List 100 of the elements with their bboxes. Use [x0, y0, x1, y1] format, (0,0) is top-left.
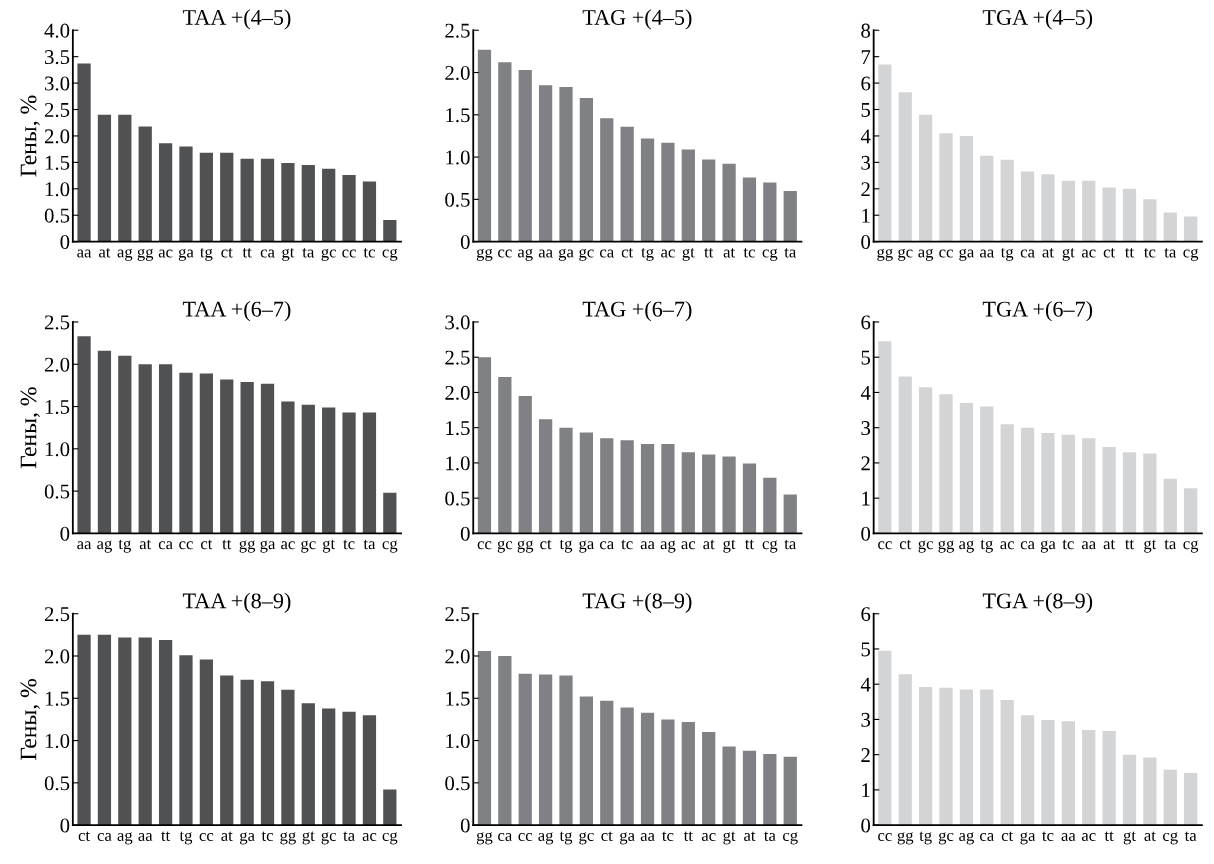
- x-tick-label: gt: [723, 831, 736, 845]
- x-tick-label: tg: [1000, 247, 1014, 261]
- x-tick-label: ct: [78, 831, 90, 842]
- bar: [199, 152, 213, 242]
- x-tick-label: tt: [1104, 831, 1114, 842]
- y-tick-label: 4: [860, 677, 871, 692]
- y-tick-label: 2: [861, 182, 870, 197]
- bar: [898, 674, 912, 826]
- x-tick-label: tc: [662, 831, 674, 842]
- x-tick-label: gc: [579, 832, 594, 845]
- bar: [1041, 174, 1055, 242]
- bar: [1143, 199, 1157, 242]
- y-tick-label: 0: [861, 235, 871, 250]
- bar: [498, 62, 512, 242]
- y-tick-label: 1.0: [446, 733, 470, 749]
- y-tick-label: 5: [861, 642, 871, 657]
- y-tick-label: 1.5: [446, 108, 470, 123]
- y-tick-label: 0: [460, 526, 470, 541]
- x-tick-label: ct: [540, 539, 552, 550]
- x-tick-label: tc: [743, 247, 755, 258]
- bar: [158, 143, 173, 242]
- x-tick-label: tc: [261, 831, 274, 842]
- bar: [1143, 757, 1157, 826]
- bar: [538, 85, 553, 242]
- bar: [179, 372, 193, 534]
- bar: [383, 789, 397, 826]
- y-tick-label: 0: [60, 818, 70, 833]
- x-tick-label: ac: [1081, 249, 1096, 258]
- bar: [1143, 453, 1157, 534]
- x-tick-label: gg: [517, 540, 534, 553]
- bar: [362, 412, 377, 534]
- x-tick-label: aa: [979, 249, 994, 258]
- bar: [1102, 731, 1116, 826]
- x-tick-label: ta: [1184, 831, 1197, 842]
- bar: [878, 341, 892, 534]
- x-tick-label: tt: [222, 539, 232, 550]
- y-tick-label: 1: [862, 491, 870, 506]
- x-tick-label: cc: [878, 541, 892, 550]
- x-tick-label: tg: [200, 247, 213, 261]
- bar: [538, 674, 553, 826]
- y-tick-label: 2.0: [445, 385, 470, 400]
- bar: [980, 406, 994, 534]
- bar: [939, 687, 953, 826]
- bar: [579, 432, 594, 534]
- x-tick-label: at: [744, 831, 756, 842]
- x-tick-label: gc: [321, 832, 337, 845]
- x-tick-label: gg: [476, 832, 493, 845]
- bar: [1163, 478, 1177, 534]
- bar: [77, 634, 91, 826]
- x-tick-label: ca: [158, 541, 173, 550]
- x-tick-label: cc: [199, 833, 214, 842]
- x-tick-label: ac: [362, 833, 377, 842]
- bar: [1122, 188, 1137, 242]
- x-tick-label: ta: [784, 247, 797, 258]
- bar: [301, 703, 315, 826]
- bar: [1122, 452, 1137, 534]
- x-tick-label: ac: [158, 249, 173, 258]
- x-tick-label: ac: [1081, 833, 1096, 842]
- x-tick-label: ca: [980, 833, 994, 842]
- bar: [1082, 438, 1096, 534]
- x-tick-label: gt: [302, 831, 315, 845]
- y-tick-label: 3: [861, 421, 871, 436]
- bar: [600, 700, 614, 826]
- x-tick-label: gt: [1062, 247, 1075, 261]
- x-tick-label: ag: [959, 832, 974, 845]
- bar: [661, 443, 675, 534]
- chart-title: TGA +(6–7): [982, 301, 1093, 322]
- y-tick-label: 1.0: [45, 442, 70, 457]
- bar: [722, 746, 736, 826]
- bar: [1000, 700, 1014, 826]
- bar: [1061, 180, 1075, 242]
- bar: [1041, 720, 1055, 826]
- x-tick-label: tg: [179, 831, 193, 845]
- x-tick-label: ag: [517, 248, 533, 261]
- bar: [783, 756, 797, 826]
- bar: [199, 373, 213, 534]
- x-tick-label: ag: [97, 540, 112, 553]
- bar: [980, 689, 994, 826]
- x-tick-label: tg: [118, 539, 131, 553]
- bar: [77, 336, 91, 534]
- y-tick-label: 6: [861, 607, 871, 622]
- x-tick-label: at: [139, 539, 152, 550]
- bar: [919, 387, 933, 534]
- x-tick-label: ta: [363, 539, 376, 550]
- bar: [640, 138, 655, 242]
- y-axis-title: Гены, %: [20, 387, 40, 469]
- y-tick-label: 2.0: [44, 129, 70, 144]
- x-tick-label: ac: [1000, 541, 1015, 550]
- bar: [1020, 171, 1035, 242]
- bar: [342, 175, 356, 242]
- y-tick-label: 2: [861, 748, 870, 762]
- y-tick-label: 1.0: [45, 733, 70, 749]
- y-tick-label: 0.5: [44, 776, 70, 791]
- x-tick-label: ca: [600, 249, 614, 258]
- x-tick-label: tc: [1042, 831, 1054, 842]
- bar: [518, 673, 532, 826]
- x-tick-label: tg: [980, 539, 993, 553]
- y-tick-label: 4: [860, 385, 871, 400]
- bar: [579, 696, 594, 826]
- chart-title: TAA +(6–7): [182, 301, 291, 322]
